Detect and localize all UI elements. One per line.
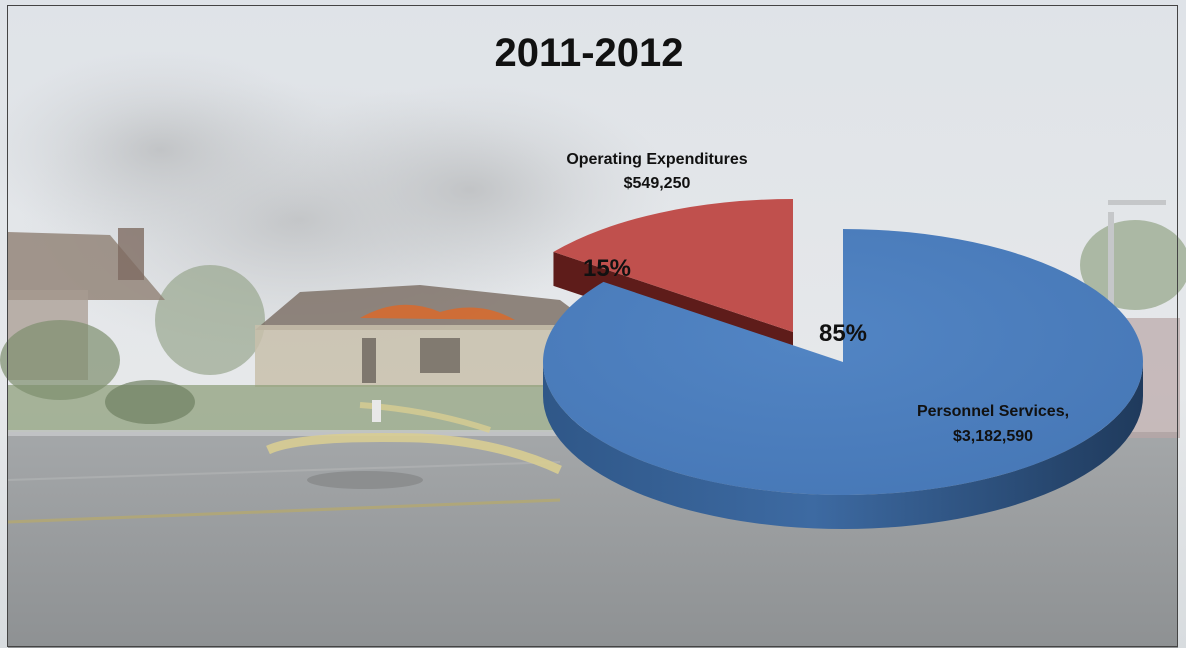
percent-label-personnel: 85%: [819, 320, 867, 347]
slice-name-label-personnel: Personnel Services,: [917, 403, 1069, 420]
slice-label-operating: Operating Expenditures $549,250: [566, 151, 747, 192]
slice-name-label-operating: Operating Expenditures: [566, 151, 747, 168]
pie-slice-personnel: [543, 229, 1143, 529]
slide-frame: [7, 5, 1178, 647]
slice-label-personnel: Personnel Services, $3,182,590: [917, 403, 1069, 445]
pie-slice-top-personnel: [543, 229, 1143, 495]
slice-value-label-operating: $549,250: [624, 175, 691, 192]
pie-slice-side-personnel: [543, 362, 1143, 529]
pie-slice-top-operating: [553, 199, 793, 332]
percent-label-operating: 15%: [583, 255, 631, 282]
chart-title: 2011-2012: [494, 31, 683, 75]
slice-value-label-personnel: $3,182,590: [953, 428, 1033, 445]
pie-plot-area: [543, 199, 1143, 529]
